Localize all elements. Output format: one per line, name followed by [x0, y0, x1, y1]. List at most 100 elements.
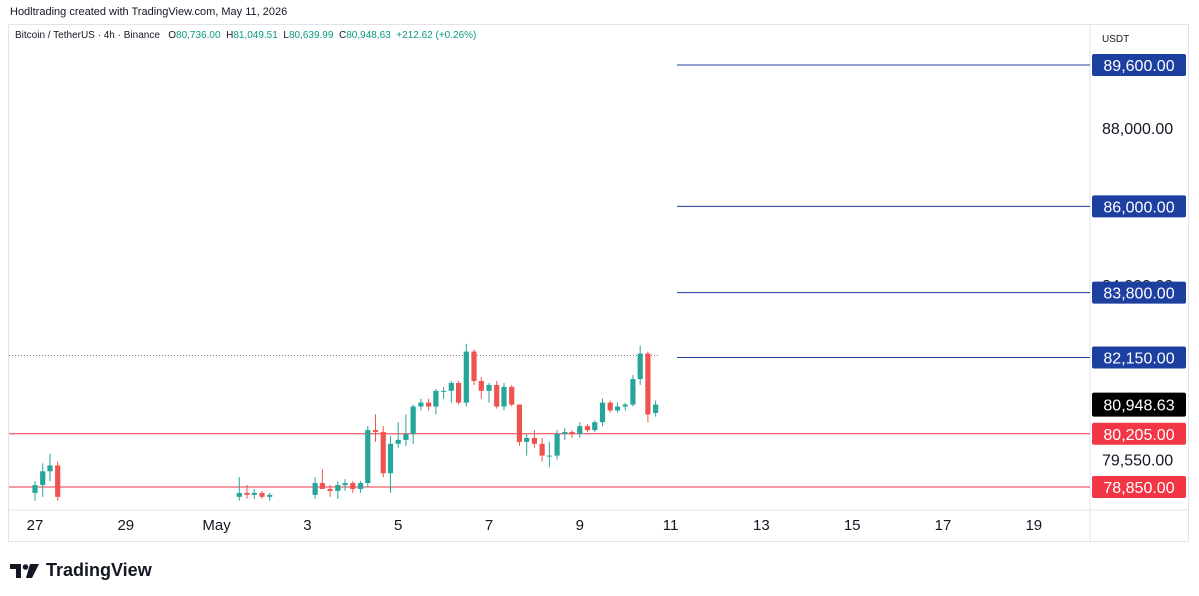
close-label: C	[339, 30, 347, 41]
resistance-level-badge	[1092, 346, 1186, 369]
candle-up[interactable]	[448, 382, 454, 391]
candle-down[interactable]	[531, 437, 537, 444]
resistance-level-badge	[1092, 281, 1186, 304]
candle-up[interactable]	[418, 402, 424, 407]
x-tick-label: 3	[303, 517, 311, 534]
y-tick-label: 88,000.00	[1102, 121, 1173, 138]
candle-down[interactable]	[259, 492, 265, 497]
current-price-label: 80,948.63	[1103, 398, 1174, 415]
tradingview-logo-text: TradingView	[46, 560, 152, 580]
resistance-level-badge	[1092, 195, 1186, 218]
x-tick-label: 11	[663, 517, 679, 534]
candle-up[interactable]	[403, 434, 409, 440]
resistance-level-label: 86,000.00	[1103, 199, 1174, 216]
x-tick-label: 17	[935, 517, 952, 534]
candle-down[interactable]	[607, 402, 613, 411]
support-level-badge	[1092, 422, 1186, 445]
candle-up[interactable]	[251, 492, 257, 495]
candle-up[interactable]	[267, 494, 273, 497]
resistance-level-label: 89,600.00	[1103, 58, 1174, 75]
candle-down[interactable]	[426, 402, 432, 407]
candle-up[interactable]	[486, 384, 492, 391]
tradingview-logo-icon	[10, 563, 39, 578]
low-value: 80,639.99	[288, 30, 334, 41]
y-tick-label: 79,550.00	[1102, 453, 1173, 470]
candle-up[interactable]	[32, 485, 38, 493]
candle-up[interactable]	[599, 402, 606, 423]
candle-up[interactable]	[592, 422, 598, 431]
candle-down[interactable]	[584, 426, 591, 431]
candle-up[interactable]	[410, 406, 416, 435]
candle-down[interactable]	[471, 351, 477, 382]
candle-up[interactable]	[463, 351, 469, 403]
x-tick-label: 15	[844, 517, 861, 534]
candle-up[interactable]	[554, 434, 560, 456]
support-level-label: 80,205.00	[1103, 427, 1174, 444]
candle-up[interactable]	[357, 483, 364, 489]
x-tick-label: May	[202, 517, 231, 534]
candle-up[interactable]	[342, 483, 348, 486]
candle-up[interactable]	[441, 390, 447, 392]
candle-up[interactable]	[637, 353, 643, 380]
symbol-label[interactable]: Bitcoin / TetherUS · 4h · Binance	[15, 30, 160, 41]
candle-down[interactable]	[539, 443, 545, 456]
candle-down[interactable]	[380, 432, 386, 474]
candle-down[interactable]	[645, 353, 651, 415]
candle-up[interactable]	[501, 386, 507, 407]
candle-down[interactable]	[327, 488, 333, 491]
candle-down[interactable]	[478, 381, 484, 391]
open-value: 80,736.00	[176, 30, 221, 41]
high-value: 81,049.51	[233, 30, 278, 41]
candle-down[interactable]	[319, 483, 325, 489]
candle-down[interactable]	[509, 386, 515, 405]
x-tick-label: 29	[117, 517, 134, 534]
candle-up[interactable]	[335, 485, 341, 491]
x-tick-label: 19	[1025, 517, 1042, 534]
resistance-level-badge	[1092, 54, 1186, 76]
candle-up[interactable]	[546, 455, 552, 457]
candle-up[interactable]	[236, 492, 242, 497]
created-note: Hodltrading created with TradingView.com…	[10, 6, 288, 18]
x-tick-label: 7	[485, 517, 493, 534]
resistance-level-label: 82,150.00	[1103, 350, 1174, 367]
close-value: 80,948.63	[346, 30, 391, 41]
candle-up[interactable]	[577, 426, 583, 435]
candle-up[interactable]	[630, 379, 636, 405]
candle-down[interactable]	[55, 465, 61, 497]
candle-down[interactable]	[350, 483, 356, 489]
resistance-level-label: 83,800.00	[1103, 286, 1174, 303]
current-price-badge	[1092, 392, 1186, 417]
x-tick-label: 9	[576, 517, 584, 534]
candle-down[interactable]	[494, 384, 500, 407]
candle-down[interactable]	[244, 492, 250, 495]
high-label: H	[226, 30, 234, 41]
candle-up[interactable]	[40, 471, 46, 486]
candle-up[interactable]	[653, 404, 659, 413]
change-value: +212.62 (+0.26%)	[396, 30, 477, 41]
candle-up[interactable]	[47, 465, 53, 472]
low-label: L	[283, 30, 289, 41]
support-level-label: 78,850.00	[1103, 480, 1174, 497]
open-label: O	[168, 30, 177, 41]
x-tick-label: 13	[753, 517, 770, 534]
ohlc-legend: Bitcoin / TetherUS · 4h · Binance O80,73…	[15, 30, 476, 41]
candle-up[interactable]	[312, 483, 318, 495]
candle-up[interactable]	[395, 439, 401, 444]
candle-up[interactable]	[622, 404, 628, 407]
candle-up[interactable]	[365, 430, 371, 484]
candle-up[interactable]	[387, 443, 394, 474]
candle-up[interactable]	[524, 437, 530, 442]
x-tick-label: 5	[394, 517, 402, 534]
candle-up[interactable]	[614, 406, 621, 411]
chart-frame	[8, 24, 1189, 542]
candle-down[interactable]	[516, 404, 523, 442]
candle-down[interactable]	[569, 432, 575, 435]
tradingview-logo[interactable]: TradingView	[10, 560, 152, 581]
candle-up[interactable]	[433, 390, 439, 407]
candle-up[interactable]	[562, 432, 568, 435]
support-level-badge	[1092, 476, 1186, 498]
candles-group	[32, 343, 659, 501]
candle-down[interactable]	[455, 382, 462, 403]
candle-down[interactable]	[372, 430, 379, 433]
